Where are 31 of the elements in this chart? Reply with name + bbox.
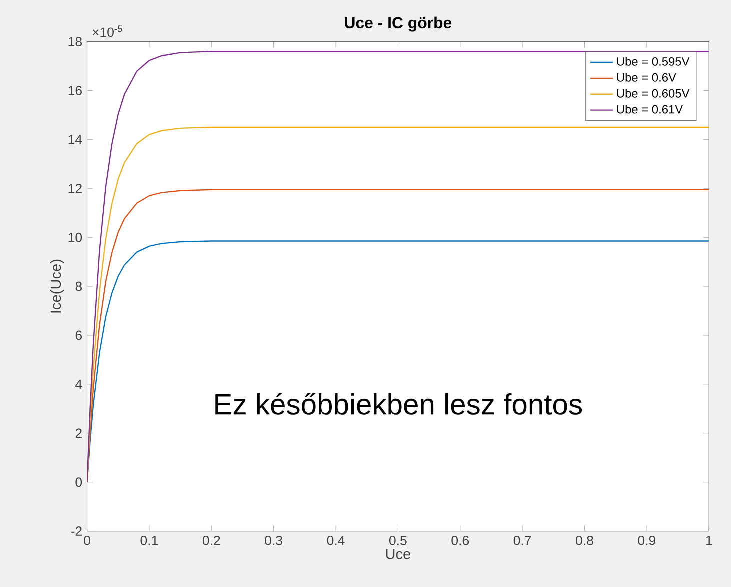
y-tick-label: 2 — [76, 428, 82, 438]
annotation: Ez későbbiekben lesz fontos — [216, 393, 582, 415]
x-tick-label: 0.8 — [576, 536, 594, 546]
legend-label: Ube = 0.61V — [617, 104, 684, 114]
y-tick-label: -2 — [71, 526, 82, 536]
x-tick-label: 0.7 — [514, 536, 532, 546]
y-tick-label: 0 — [76, 478, 82, 488]
x-tick-label: 0.9 — [638, 536, 656, 546]
text: ×10$^{-5}$ — [92, 26, 122, 38]
y-tick-label: 12 — [68, 184, 82, 194]
y-tick-label: 14 — [68, 135, 82, 144]
legend-label: Ube = 0.6V — [617, 73, 676, 82]
x-tick-label: 0 — [84, 536, 90, 546]
chart-title: Uce - IC görbe — [345, 16, 452, 32]
y-tick-label: 4 — [76, 380, 82, 390]
y-tick-label: 18 — [68, 37, 82, 46]
x-tick-label: 0.3 — [265, 536, 282, 546]
y-tick-label: 16 — [68, 86, 82, 96]
y-axis-title: Ice(Uce) — [50, 260, 64, 313]
y-tick-label: 8 — [76, 282, 82, 292]
legend-label: Ube = 0.595V — [617, 57, 690, 66]
x-tick-label: 0.5 — [389, 536, 407, 546]
y-tick-label: 6 — [76, 330, 82, 340]
x-tick-label: 1 — [706, 536, 712, 546]
y-tick-label: 10 — [68, 232, 82, 242]
x-tick-label: 0.2 — [202, 536, 220, 546]
x-axis-title: Uce — [386, 549, 411, 560]
x-tick-label: 0.1 — [140, 536, 158, 546]
x-tick-label: 0.4 — [327, 536, 345, 546]
legend-label: Ube = 0.605V — [617, 89, 690, 98]
x-tick-label: 0.6 — [452, 536, 470, 546]
